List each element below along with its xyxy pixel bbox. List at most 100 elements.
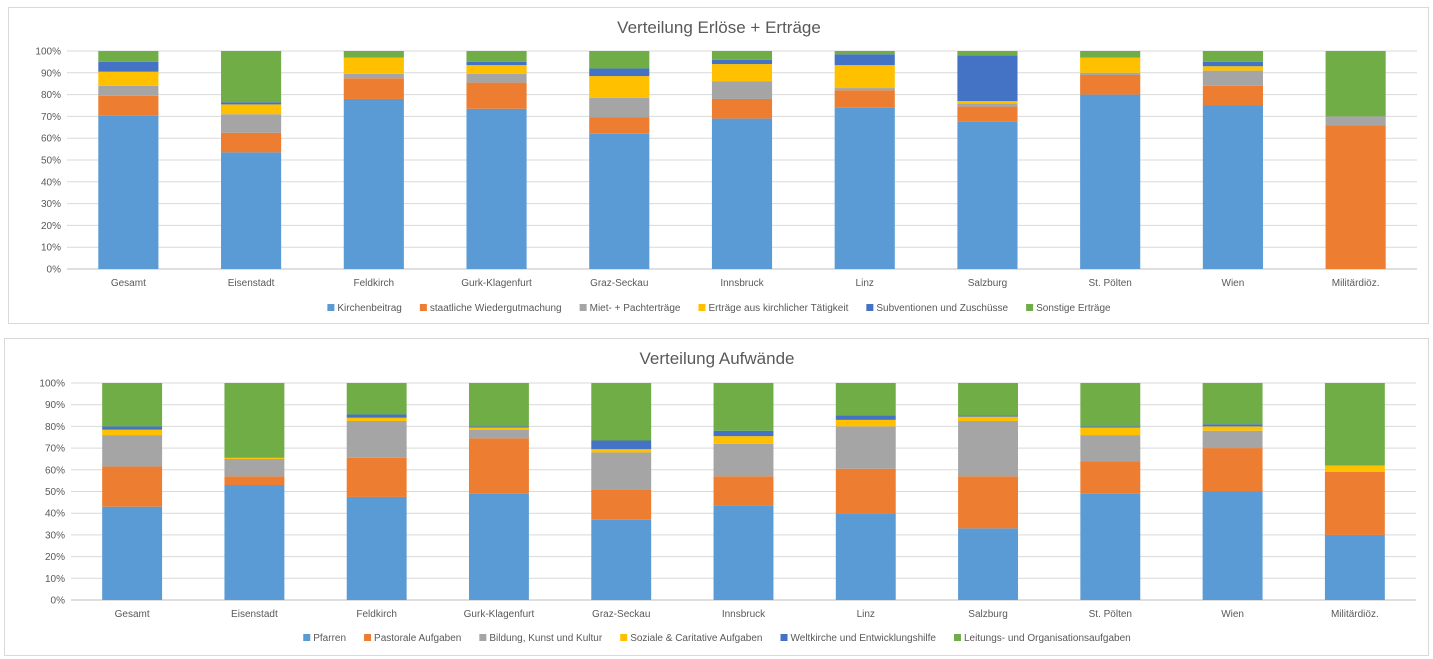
bar-segment [835, 513, 896, 600]
bar-segment [102, 426, 163, 430]
y-tick-label: 90% [45, 400, 65, 411]
bar-segment [224, 383, 285, 458]
legend-label: Erträge aus kirchlicher Tätigkeit [708, 303, 848, 314]
bar-segment [1080, 51, 1141, 58]
bar-segment [343, 57, 404, 74]
y-tick-label: 70% [41, 112, 61, 123]
bar-segment [1202, 66, 1263, 71]
bar-segment [1202, 424, 1263, 427]
bar-segment [1202, 426, 1263, 431]
y-tick-label: 30% [45, 530, 65, 541]
bar-segment [1325, 125, 1386, 270]
bar-segment [711, 98, 773, 119]
bar-segment [1325, 51, 1386, 117]
bar-segment [466, 65, 527, 74]
bar-segment [834, 90, 895, 108]
bar-segment [958, 420, 1019, 477]
category-label: Wien [1222, 278, 1245, 289]
bar-segment [102, 506, 163, 600]
bar-segment [1324, 465, 1385, 472]
bar-segment [466, 73, 527, 83]
category-label: Gesamt [111, 278, 146, 289]
bar-segment [102, 383, 163, 427]
bar-segment [468, 427, 529, 430]
bar-segment [957, 55, 1018, 102]
bar-segment [224, 476, 285, 485]
bar-segment [589, 76, 650, 98]
bar-segment [1202, 61, 1263, 67]
bar-segment [1324, 534, 1385, 600]
bar-segment [343, 98, 404, 270]
bar-segment [589, 68, 650, 77]
bar-segment [102, 466, 163, 507]
category-label: Feldkirch [356, 609, 397, 620]
chart-title: Verteilung Aufwände [639, 349, 794, 368]
bar-segment [102, 429, 163, 436]
bar-segment [1325, 116, 1386, 126]
bar-segment [1080, 493, 1141, 600]
bar-segment [98, 115, 159, 269]
bar-segment [224, 457, 285, 459]
legend-swatch [1026, 304, 1034, 311]
bar-segment [346, 496, 407, 600]
category-label: Wien [1221, 609, 1244, 620]
bar-segment [713, 505, 774, 600]
legend-swatch [303, 634, 311, 641]
legend-swatch [866, 304, 874, 311]
bar-segment [224, 458, 285, 477]
bar-segment [1080, 426, 1141, 428]
y-tick-label: 50% [45, 487, 65, 498]
y-tick-label: 100% [39, 379, 65, 390]
category-label: Salzburg [968, 609, 1007, 620]
legend-swatch [620, 634, 628, 641]
y-tick-label: 80% [41, 90, 61, 101]
bar-segment [713, 476, 774, 506]
bar-segment [468, 429, 529, 439]
category-label: St. Pölten [1089, 278, 1132, 289]
bar-segment [835, 419, 896, 427]
legend-label: Miet- + Pachterträge [590, 303, 681, 314]
category-label: Linz [856, 278, 874, 289]
legend-label: Pfarren [313, 633, 346, 644]
bar-segment [466, 61, 527, 66]
bar-segment [835, 383, 896, 416]
bar-segment [221, 152, 282, 269]
legend-label: Subventionen und Zuschüsse [876, 303, 1008, 314]
legend-label: Weltkirche und Entwicklungshilfe [791, 633, 937, 644]
y-tick-label: 20% [45, 552, 65, 563]
y-tick-label: 40% [41, 177, 61, 188]
chart-title: Verteilung Erlöse + Erträge [617, 18, 821, 37]
category-label: Militärdiöz. [1331, 609, 1379, 620]
bar-segment [1080, 427, 1141, 436]
y-tick-label: 30% [41, 199, 61, 210]
bar-segment [221, 51, 282, 103]
legend-label: Bildung, Kunst und Kultur [489, 633, 603, 644]
bar-segment [834, 65, 895, 89]
bar-segment [711, 59, 773, 65]
y-tick-label: 0% [51, 596, 66, 607]
bar-segment [591, 452, 652, 490]
y-tick-label: 40% [45, 509, 65, 520]
bar-segment [591, 383, 652, 441]
bar-segment [1202, 430, 1263, 449]
legend-swatch [479, 634, 487, 641]
bar-segment [468, 493, 529, 600]
y-tick-label: 60% [41, 134, 61, 145]
bar-segment [834, 54, 895, 66]
bar-segment [711, 118, 773, 269]
bar-segment [835, 426, 896, 469]
bar-segment [221, 104, 282, 115]
bar-segment [589, 51, 650, 69]
bar-segment [958, 415, 1019, 417]
category-label: Gesamt [115, 609, 150, 620]
y-tick-label: 20% [41, 221, 61, 232]
bar-segment [346, 457, 407, 497]
legend-label: Kirchenbeitrag [337, 303, 401, 314]
category-label: Gurk-Klagenfurt [464, 609, 535, 620]
bar-segment [958, 528, 1019, 600]
bar-segment [711, 64, 773, 82]
bar-segment [834, 107, 895, 270]
legend-swatch [698, 304, 706, 311]
bar-segment [1202, 491, 1263, 600]
legend-swatch [780, 634, 788, 641]
